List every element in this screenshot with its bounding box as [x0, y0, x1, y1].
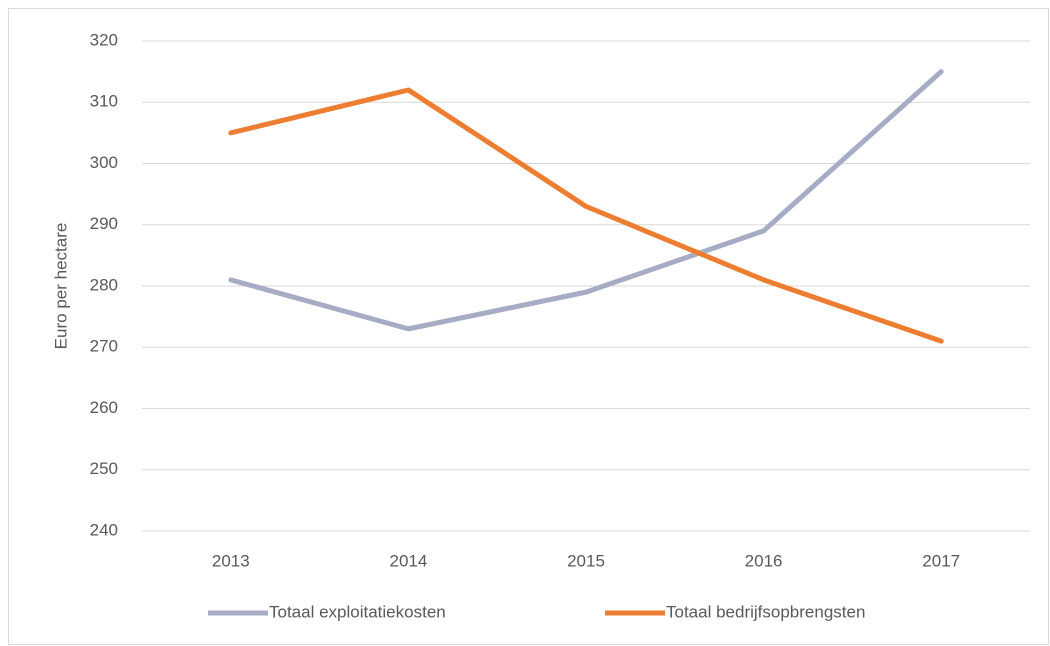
legend-label: Totaal exploitatiekosten	[269, 602, 446, 621]
y-tick-label: 270	[90, 337, 118, 356]
y-tick-label: 240	[90, 520, 118, 539]
y-tick-label: 310	[90, 92, 118, 111]
legend-label: Totaal bedrijfsopbrengsten	[666, 602, 865, 621]
y-tick-label: 300	[90, 153, 118, 172]
y-axis-label: Euro per hectare	[51, 223, 70, 350]
y-tick-label: 250	[90, 459, 118, 478]
series-line	[228, 69, 944, 332]
x-tick-label: 2014	[389, 551, 427, 570]
x-tick-label: 2013	[212, 551, 250, 570]
x-tick-label: 2016	[745, 551, 783, 570]
y-tick-label: 290	[90, 214, 118, 233]
y-tick-label: 320	[90, 30, 118, 49]
x-tick-label: 2015	[567, 551, 605, 570]
chart-frame	[8, 8, 1049, 645]
x-tick-label: 2017	[922, 551, 960, 570]
series-line	[228, 87, 944, 344]
y-tick-label: 260	[90, 398, 118, 417]
y-tick-label: 280	[90, 275, 118, 294]
